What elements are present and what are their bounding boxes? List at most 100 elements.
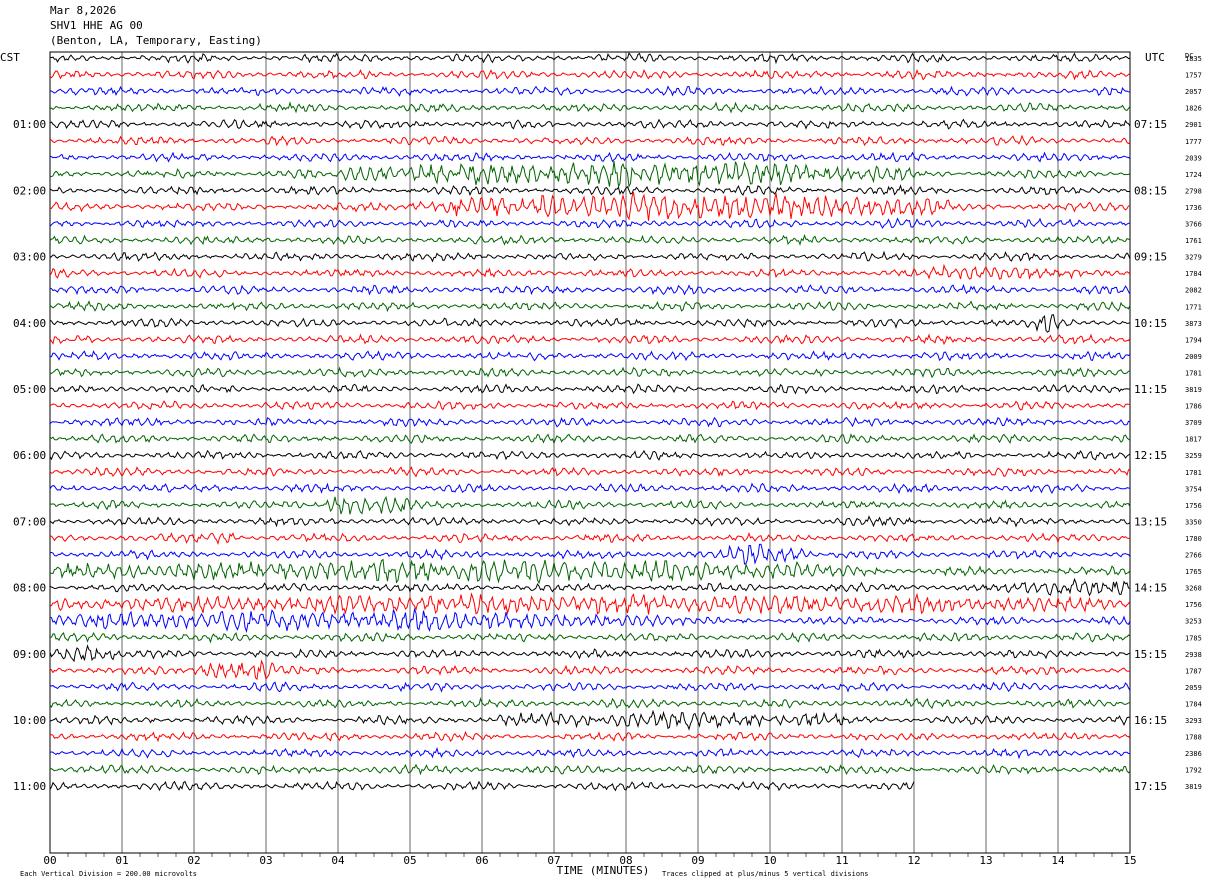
dc-offset-label: 1784 — [1185, 270, 1202, 278]
x-tick-label: 11 — [835, 854, 848, 867]
dc-offset-label: 1792 — [1185, 767, 1202, 775]
dc-offset-label: 3293 — [1185, 717, 1202, 725]
trace-row — [49, 449, 1131, 461]
right-hour-label: 07:15 — [1134, 118, 1167, 131]
dc-offset-label: 1756 — [1185, 502, 1202, 510]
x-tick-label: 07 — [547, 854, 560, 867]
seismogram-traces — [49, 52, 1131, 792]
dc-offset-label: 1765 — [1185, 568, 1202, 576]
x-tick-label: 04 — [331, 854, 345, 867]
left-hour-label: 04:00 — [13, 317, 46, 330]
dc-offset-label: 3350 — [1185, 518, 1202, 526]
dc-offset-label: 1817 — [1185, 436, 1202, 444]
dc-offset-label: 2798 — [1185, 187, 1202, 195]
trace-row — [49, 709, 1131, 731]
left-hour-label: 01:00 — [13, 118, 46, 131]
x-tick-label: 09 — [691, 854, 704, 867]
trace-row — [49, 730, 1131, 743]
right-timezone-label: UTC — [1145, 51, 1165, 64]
right-hour-label: 10:15 — [1134, 317, 1167, 330]
dc-offset-label: 1736 — [1185, 204, 1202, 212]
trace-row — [49, 160, 1131, 189]
left-hour-label: 11:00 — [13, 780, 46, 793]
dc-offset-label: 1757 — [1185, 72, 1202, 80]
dc-offset-label: 1781 — [1185, 469, 1202, 477]
trace-row — [49, 400, 1131, 411]
x-tick-label: 00 — [43, 854, 56, 867]
left-hour-label: 10:00 — [13, 714, 46, 727]
left-hour-label: 07:00 — [13, 515, 46, 528]
trace-row — [49, 495, 1131, 515]
dc-header-label: DC — [1185, 52, 1193, 60]
right-hour-label: 15:15 — [1134, 648, 1167, 661]
x-tick-label: 10 — [763, 854, 776, 867]
dc-offset-label: 1787 — [1185, 667, 1202, 675]
header-date: Mar 8,2026 — [50, 4, 117, 17]
left-hour-label: 05:00 — [13, 383, 46, 396]
dc-offset-label: 2938 — [1185, 651, 1202, 659]
right-hour-label: 09:15 — [1134, 251, 1167, 264]
trace-row — [49, 681, 1131, 693]
trace-row — [49, 314, 1131, 333]
dc-offset-label: 1786 — [1185, 403, 1202, 411]
x-tick-label: 01 — [115, 854, 128, 867]
trace-row — [49, 577, 1131, 597]
trace-row — [49, 763, 1131, 776]
right-hour-label: 13:15 — [1134, 515, 1167, 528]
dc-offset-label: 1781 — [1185, 369, 1202, 377]
trace-row — [49, 383, 1131, 395]
x-axis-label: TIME (MINUTES) — [557, 864, 650, 877]
dc-offset-label: 1826 — [1185, 105, 1202, 113]
left-hour-label: 08:00 — [13, 582, 46, 595]
dc-offset-label: 1777 — [1185, 138, 1202, 146]
trace-row — [49, 466, 1131, 478]
dc-offset-label: 1724 — [1185, 171, 1202, 179]
x-tick-label: 08 — [619, 854, 632, 867]
x-tick-label: 03 — [259, 854, 272, 867]
right-hour-label: 08:15 — [1134, 184, 1167, 197]
dc-offset-label: 3819 — [1185, 386, 1202, 394]
x-tick-label: 06 — [475, 854, 488, 867]
trace-row — [49, 607, 1131, 634]
trace-row — [50, 631, 1131, 644]
dc-offset-label: 2082 — [1185, 287, 1202, 295]
trace-row — [49, 433, 1131, 445]
dc-offset-label: 1780 — [1185, 535, 1202, 543]
dc-offset-label: 1784 — [1185, 700, 1202, 708]
trace-row — [50, 350, 1131, 362]
trace-row — [49, 151, 1131, 163]
right-hour-label: 11:15 — [1134, 383, 1167, 396]
right-hour-label: 12:15 — [1134, 449, 1167, 462]
trace-row — [49, 68, 1131, 81]
trace-row — [49, 659, 1131, 681]
dc-offset-label: 3709 — [1185, 419, 1202, 427]
plot-labels: 00 01 02 03 04 05 06 07 08 09 10 11 12 13 14 15 1835 1757… — [13, 55, 1202, 867]
dc-offset-label: 3279 — [1185, 254, 1202, 262]
trace-row — [49, 263, 1131, 280]
trace-row — [49, 300, 1131, 313]
x-tick-label: 12 — [907, 854, 920, 867]
left-hour-label: 06:00 — [13, 449, 46, 462]
right-hour-label: 16:15 — [1134, 714, 1167, 727]
header-station: SHV1 HHE AG 00 — [50, 19, 143, 32]
dc-offset-label: 1761 — [1185, 237, 1202, 245]
dc-offset-label: 1756 — [1185, 601, 1202, 609]
trace-row — [49, 217, 1131, 229]
trace-row — [49, 696, 1131, 710]
trace-row — [49, 780, 915, 792]
trace-row — [49, 515, 1131, 528]
trace-row — [49, 283, 1131, 296]
dc-offset-label: 1788 — [1185, 734, 1202, 742]
trace-row — [49, 184, 1131, 197]
dc-offset-label: 2057 — [1185, 88, 1202, 96]
right-hour-label: 14:15 — [1134, 582, 1167, 595]
dc-offset-label: 3259 — [1185, 452, 1202, 460]
trace-row — [49, 333, 1131, 346]
trace-row — [49, 233, 1131, 246]
left-hour-label: 02:00 — [13, 184, 46, 197]
x-tick-label: 13 — [979, 854, 992, 867]
trace-row — [49, 592, 1131, 616]
clip-note: Traces clipped at plus/minus 5 vertical … — [662, 870, 869, 878]
right-hour-label: 17:15 — [1134, 780, 1167, 793]
scale-note: Each Vertical Division = 200.00 microvol… — [20, 870, 197, 878]
